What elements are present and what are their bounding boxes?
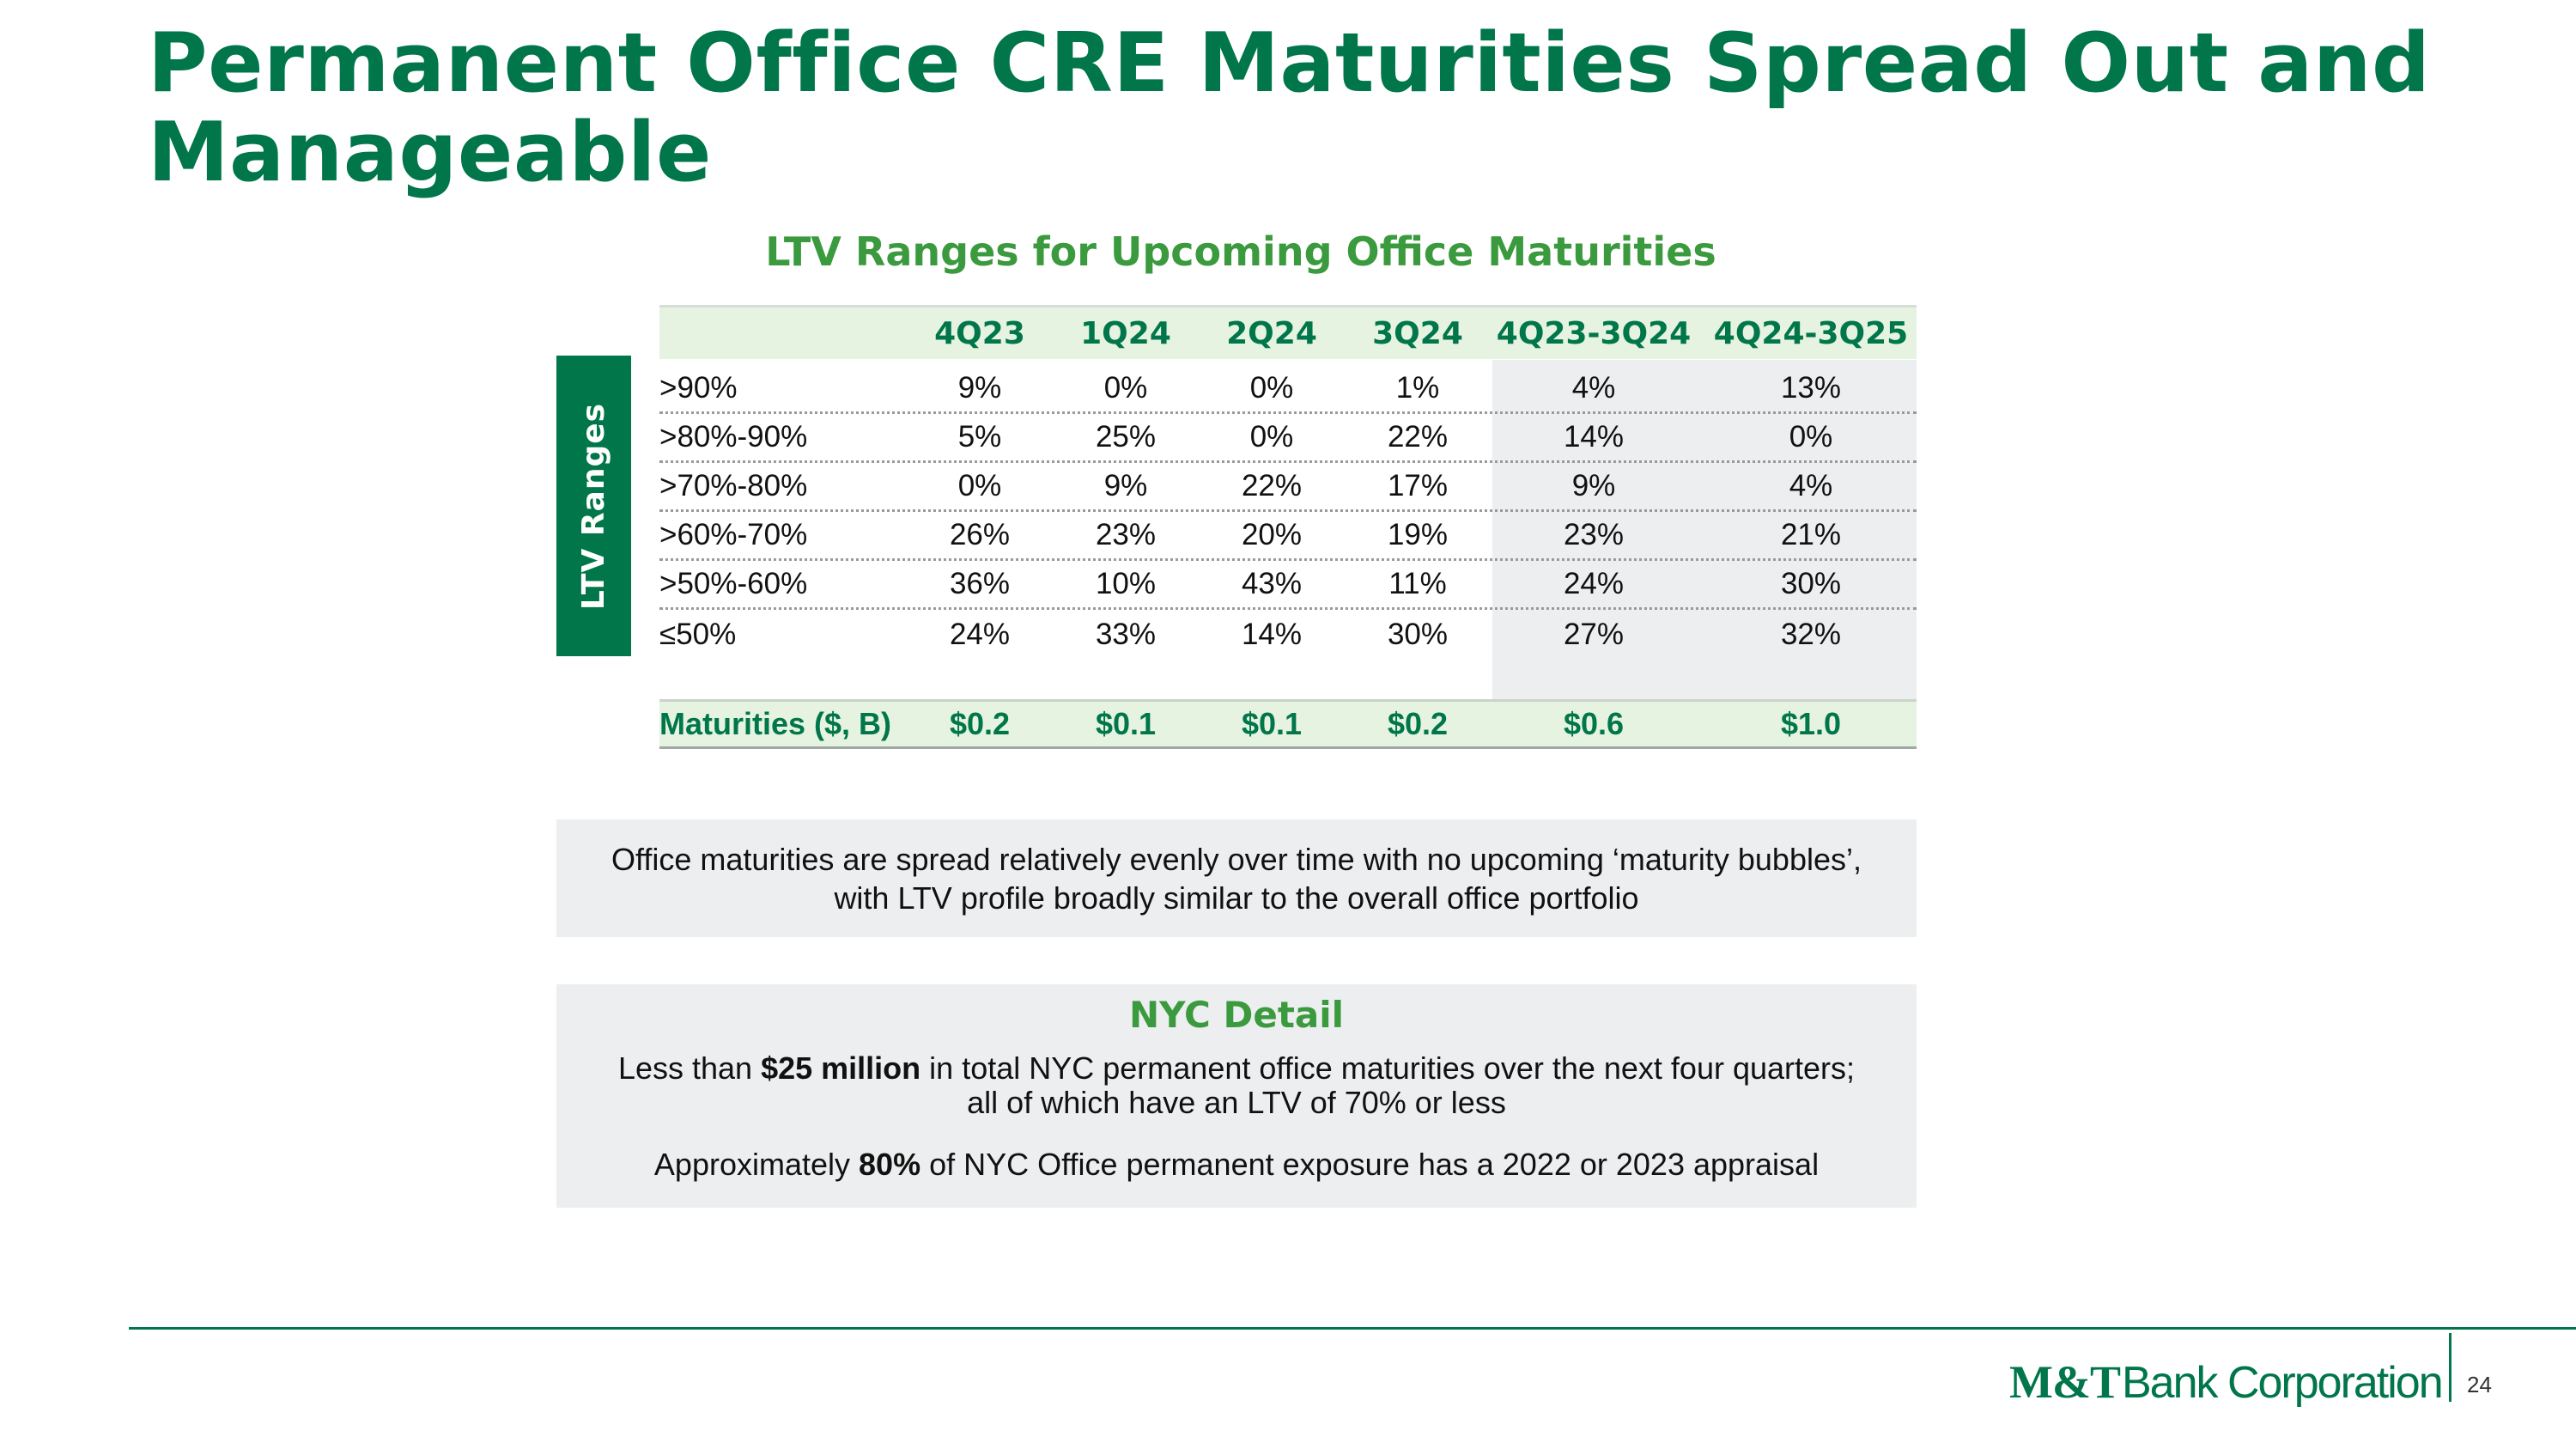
- table-row: >70%-80% 0% 9% 22% 17% 9% 4%: [659, 463, 1917, 512]
- total-cell: $0.2: [949, 706, 1011, 741]
- table-cell: 32%: [1780, 617, 1842, 651]
- table-title: LTV Ranges for Upcoming Office Maturitie…: [765, 228, 1716, 275]
- table-cell: 24%: [1563, 567, 1625, 600]
- table-cell: 19%: [1387, 518, 1449, 551]
- nyc-p2-bold: 80%: [859, 1147, 921, 1182]
- table-cell: 9%: [1103, 469, 1148, 502]
- total-cell: $0.2: [1387, 706, 1449, 741]
- page-title-line-1: Permanent Office CRE Maturities Spread O…: [148, 16, 2431, 111]
- table-cell: 23%: [1563, 518, 1625, 551]
- table-cell: 11%: [1388, 567, 1447, 600]
- row-label: ≤50%: [659, 617, 737, 651]
- nyc-detail-paragraph-1: Less than $25 million in total NYC perma…: [556, 1051, 1917, 1120]
- nyc-p1-bold: $25 million: [761, 1050, 921, 1086]
- table-cell: 23%: [1095, 518, 1157, 551]
- total-cell: $1.0: [1780, 706, 1842, 741]
- nyc-detail-title: NYC Detail: [1128, 994, 1345, 1036]
- table-cell: 9%: [1571, 469, 1616, 502]
- col-header: 2Q24: [1226, 315, 1317, 351]
- annual-columns-shading: [1492, 360, 1917, 699]
- row-label: >60%-70%: [659, 518, 808, 551]
- table-cell: 1%: [1395, 371, 1440, 405]
- table-cell: 25%: [1095, 420, 1157, 454]
- table-cell: 36%: [949, 567, 1011, 600]
- page-title: Permanent Office CRE Maturities Spread O…: [148, 19, 2466, 198]
- table-row: ≤50% 24% 33% 14% 30% 27% 32%: [659, 610, 1917, 659]
- table-cell: 4%: [1571, 371, 1616, 405]
- table-cell: 22%: [1241, 469, 1303, 502]
- table-cell: 0%: [1249, 371, 1294, 405]
- table-cell: 0%: [1249, 420, 1294, 454]
- table-cell: 20%: [1241, 518, 1303, 551]
- table-row: >60%-70% 26% 23% 20% 19% 23% 21%: [659, 512, 1917, 561]
- nyc-p1-line2: all of which have an LTV of 70% or less: [967, 1085, 1506, 1120]
- table-cell: 30%: [1387, 617, 1449, 651]
- table-header-row: 4Q23 1Q24 2Q24 3Q24 4Q23-3Q24 4Q24-3Q25: [659, 305, 1917, 359]
- table-cell: 13%: [1780, 371, 1842, 405]
- footer-divider: [2449, 1333, 2451, 1402]
- nyc-p1-post: in total NYC permanent office maturities…: [920, 1050, 1856, 1086]
- ltv-ranges-side-label: LTV Ranges: [556, 356, 631, 656]
- page-title-line-2: Manageable: [148, 106, 712, 200]
- table-cell: 30%: [1780, 567, 1842, 600]
- row-label: >70%-80%: [659, 469, 808, 502]
- nyc-detail-panel: NYC Detail Less than $25 million in tota…: [556, 984, 1917, 1208]
- row-label: >50%-60%: [659, 567, 808, 600]
- table-cell: 17%: [1387, 469, 1449, 502]
- table-row: >90% 9% 0% 0% 1% 4% 13%: [659, 365, 1917, 414]
- footer-rule: [129, 1327, 2576, 1330]
- table-cell: 0%: [957, 469, 1002, 502]
- summary-note-line-1: Office maturities are spread relatively …: [611, 841, 1862, 877]
- summary-note-line-2: with LTV profile broadly similar to the …: [834, 880, 1639, 916]
- nyc-p2-pre: Approximately: [653, 1147, 860, 1182]
- nyc-p2-post: of NYC Office permanent exposure has a 2…: [920, 1147, 1820, 1182]
- table-cell: 33%: [1095, 617, 1157, 651]
- col-header: 1Q24: [1080, 315, 1171, 351]
- row-label: >90%: [659, 371, 738, 405]
- row-label: >80%-90%: [659, 420, 808, 454]
- col-header: 4Q24-3Q25: [1713, 315, 1909, 351]
- table-cell: 14%: [1563, 420, 1625, 454]
- table-cell: 0%: [1789, 420, 1833, 454]
- table-cell: 10%: [1095, 567, 1157, 600]
- table-cell: 0%: [1103, 371, 1148, 405]
- table-cell: 14%: [1241, 617, 1303, 651]
- total-cell: $0.1: [1095, 706, 1157, 741]
- table-row: >50%-60% 36% 10% 43% 11% 24% 30%: [659, 561, 1917, 610]
- page-number: 24: [2467, 1372, 2492, 1397]
- col-header: 3Q24: [1372, 315, 1463, 351]
- table-cell: 21%: [1780, 518, 1842, 551]
- col-header: 4Q23: [934, 315, 1025, 351]
- col-header: 4Q23-3Q24: [1496, 315, 1692, 351]
- table-cell: 26%: [949, 518, 1011, 551]
- nyc-detail-paragraph-2: Approximately 80% of NYC Office permanen…: [556, 1148, 1917, 1182]
- table-cell: 27%: [1563, 617, 1625, 651]
- table-row: >80%-90% 5% 25% 0% 22% 14% 0%: [659, 414, 1917, 463]
- total-cell: $0.1: [1241, 706, 1303, 741]
- table-cell: 4%: [1789, 469, 1833, 502]
- table-cell: 22%: [1387, 420, 1449, 454]
- table-total-row: Maturities ($, B) $0.2 $0.1 $0.1 $0.2 $0…: [659, 699, 1917, 749]
- total-cell: $0.6: [1563, 706, 1625, 741]
- nyc-p1-pre: Less than: [617, 1050, 762, 1086]
- logo-mark: M&T: [2009, 1356, 2121, 1408]
- table-cell: 9%: [957, 371, 1002, 405]
- table-cell: 24%: [949, 617, 1011, 651]
- table-cell: 5%: [957, 420, 1002, 454]
- total-row-label: Maturities ($, B): [659, 706, 892, 741]
- ltv-ranges-side-label-text: LTV Ranges: [576, 402, 611, 610]
- logo-wordmark: Bank Corporation: [2121, 1358, 2444, 1408]
- summary-note: Office maturities are spread relatively …: [556, 819, 1917, 937]
- mt-bank-logo: M&T Bank Corporation: [2009, 1355, 2444, 1408]
- table-cell: 43%: [1241, 567, 1303, 600]
